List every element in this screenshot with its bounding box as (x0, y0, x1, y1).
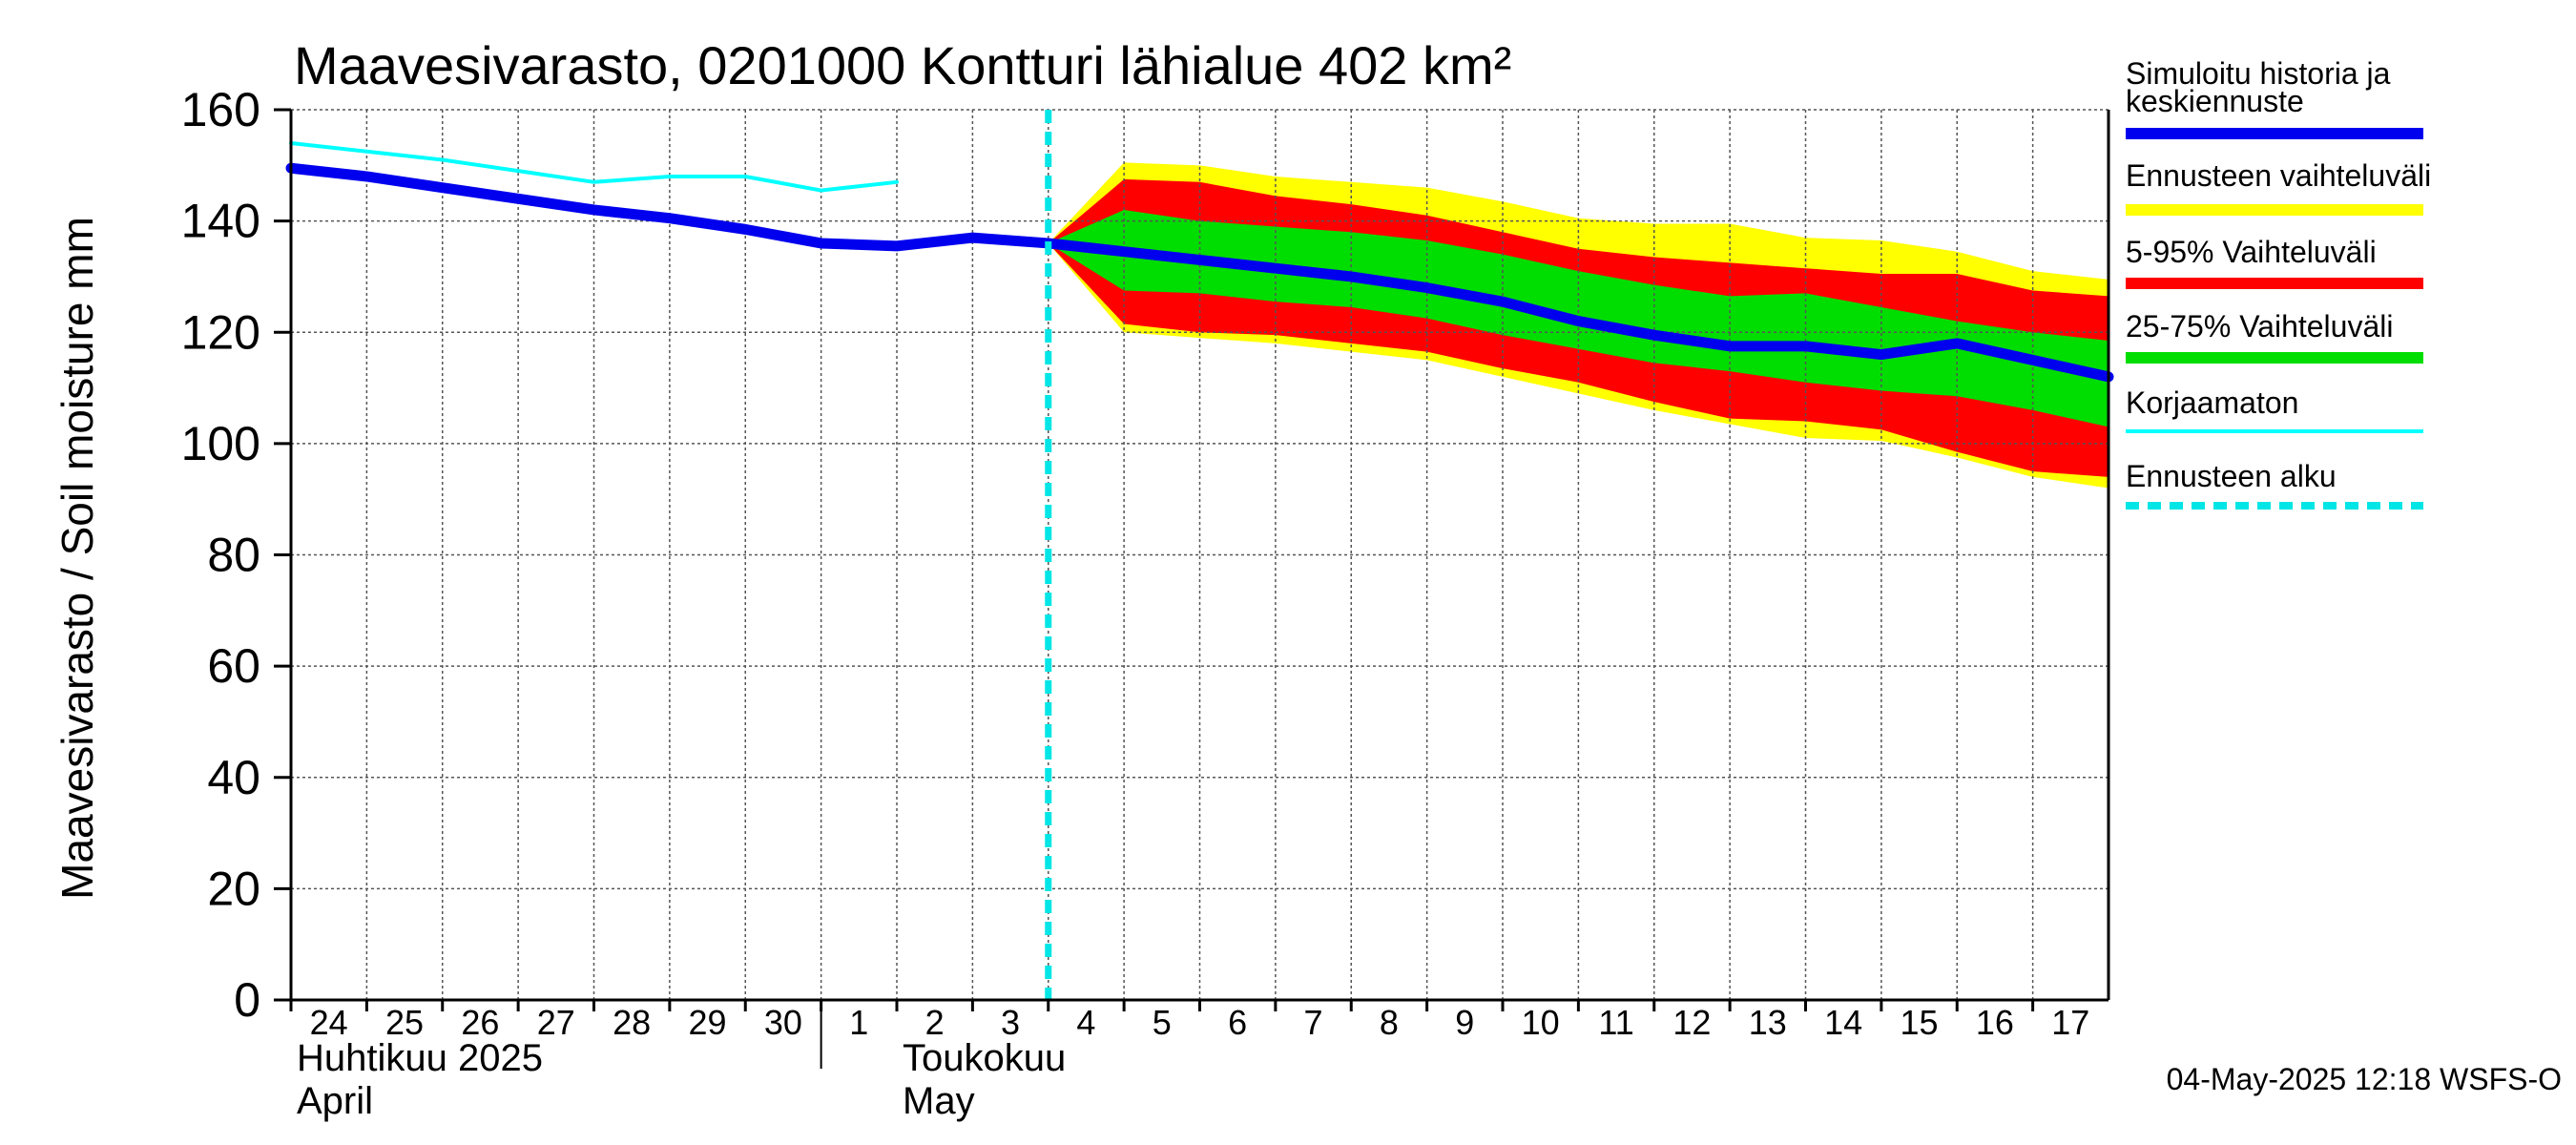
month-label: Toukokuu (903, 1037, 1066, 1079)
x-tick-label: 8 (1380, 1003, 1399, 1042)
y-tick-label: 60 (207, 639, 260, 693)
x-tick-label: 10 (1522, 1003, 1560, 1042)
x-tick-label: 7 (1304, 1003, 1323, 1042)
legend-label: Ennusteen alku (2126, 459, 2337, 493)
x-tick-label: 25 (385, 1003, 424, 1042)
x-tick-label: 4 (1076, 1003, 1095, 1042)
y-tick-label: 0 (234, 973, 260, 1027)
x-tick-label: 29 (689, 1003, 727, 1042)
x-tick-label: 6 (1228, 1003, 1247, 1042)
month-label: Huhtikuu 2025 (297, 1037, 543, 1079)
legend-label: Ennusteen vaihteluväli (2126, 158, 2431, 193)
month-label-english: April (297, 1080, 373, 1122)
x-tick-label: 28 (613, 1003, 651, 1042)
y-tick-label: 160 (181, 83, 260, 136)
x-tick-label: 2 (925, 1003, 945, 1042)
series-lines (285, 110, 2114, 1000)
y-tick-label: 20 (207, 862, 260, 915)
x-tick-label: 5 (1153, 1003, 1172, 1042)
month-label-english: May (903, 1080, 975, 1122)
y-tick-label: 100 (181, 417, 260, 470)
line-korjaamaton (289, 140, 899, 193)
legend-label: 25-75% Vaihteluväli (2126, 309, 2393, 344)
legend-label: Simuloitu historia ja (2126, 56, 2391, 91)
x-tick-label: 24 (310, 1003, 348, 1042)
x-tick-label: 17 (2051, 1003, 2089, 1042)
legend-label: keskiennuste (2126, 84, 2304, 118)
timestamp-footer: 04-May-2025 12:18 WSFS-O (2167, 1062, 2562, 1096)
y-axis: 0 20 40 60 80 100 120 140 160 (181, 83, 291, 1027)
y-tick-label: 140 (181, 195, 260, 248)
y-tick-label: 40 (207, 751, 260, 804)
x-tick-label: 16 (1976, 1003, 2014, 1042)
x-tick-label: 30 (764, 1003, 802, 1042)
line-simuloitu-historia-ja-keskiennuste (285, 162, 2114, 383)
y-tick-label: 80 (207, 529, 260, 582)
legend-label: 5-95% Vaihteluväli (2126, 235, 2377, 269)
x-tick-label: 14 (1824, 1003, 1862, 1042)
x-axis: 24 25 26 27 28 29 30 1 2 3 4 5 6 7 8 9 10 11 12 13 14 15 16 17H… (289, 1000, 2089, 1122)
x-tick-label: 1 (849, 1003, 868, 1042)
x-tick-label: 26 (461, 1003, 499, 1042)
legend-label: Korjaamaton (2126, 385, 2298, 420)
x-tick-label: 11 (1598, 1003, 1633, 1042)
y-tick-label: 120 (181, 305, 260, 359)
x-tick-label: 13 (1749, 1003, 1787, 1042)
x-tick-label: 27 (537, 1003, 575, 1042)
x-tick-label: 9 (1455, 1003, 1474, 1042)
x-tick-label: 3 (1001, 1003, 1020, 1042)
y-axis-label: Maavesivarasto / Soil moisture mm (52, 217, 102, 900)
x-tick-label: 15 (1901, 1003, 1939, 1042)
chart-title: Maavesivarasto, 0201000 Kontturi lähialu… (294, 35, 1511, 95)
x-tick-label: 12 (1672, 1003, 1711, 1042)
